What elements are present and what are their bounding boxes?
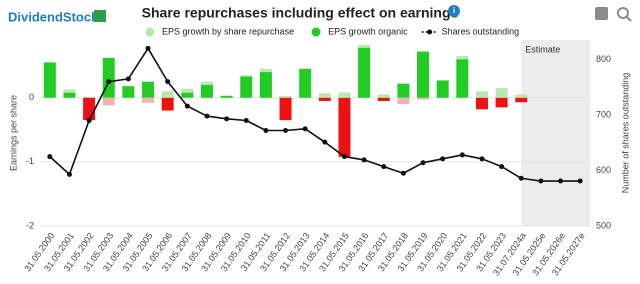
bar	[142, 97, 155, 103]
point	[459, 152, 465, 158]
point	[47, 154, 53, 160]
point	[302, 126, 308, 132]
point	[106, 79, 112, 85]
point	[558, 178, 564, 184]
y2-axis-title: Number of shares outstanding	[620, 73, 630, 194]
info-icon[interactable]	[448, 5, 460, 17]
bar	[515, 97, 528, 103]
bar	[122, 86, 135, 98]
bar	[338, 97, 351, 157]
bar	[43, 62, 56, 98]
bar	[495, 88, 508, 98]
bar	[417, 97, 430, 100]
logo-icon	[94, 10, 106, 22]
info-glyph: i	[453, 6, 455, 15]
point	[518, 175, 524, 181]
bar	[515, 94, 528, 98]
point	[420, 160, 426, 166]
bar	[456, 59, 469, 98]
y-tick-label: -1	[26, 156, 34, 166]
bar	[358, 47, 371, 98]
y2-tick-label: 500	[596, 220, 611, 230]
bar	[240, 75, 253, 77]
bar	[417, 51, 430, 98]
legend-label: EPS growth by share repurchase	[162, 26, 294, 36]
point	[499, 164, 505, 170]
bar	[102, 97, 115, 106]
y-axis-title: Earnings per share	[8, 95, 18, 171]
estimate-label: Estimate	[525, 44, 560, 54]
point	[538, 178, 544, 184]
save-icon[interactable]	[595, 7, 608, 20]
estimate-region	[521, 40, 590, 226]
bar	[200, 84, 213, 98]
y2-tick-label: 800	[596, 54, 611, 64]
y-tick-label: -2	[26, 220, 34, 230]
bar	[63, 89, 76, 93]
bar	[338, 92, 351, 98]
bar	[397, 97, 410, 105]
bar	[63, 92, 76, 98]
chart-title: Share repurchases including effect on ea…	[142, 5, 459, 21]
point	[224, 116, 230, 122]
point	[341, 154, 347, 160]
y-tick-label: 0	[29, 92, 34, 102]
zoom-handle	[626, 16, 632, 22]
bar	[200, 81, 213, 85]
point	[400, 170, 406, 176]
legend-label: EPS growth organic	[328, 26, 408, 36]
point	[243, 118, 249, 124]
bar	[220, 95, 233, 98]
point	[283, 128, 289, 134]
bar	[181, 88, 194, 93]
bar	[318, 93, 331, 98]
legend-marker	[427, 29, 433, 35]
bar	[358, 45, 371, 48]
bar	[259, 72, 272, 98]
bar	[181, 92, 194, 98]
bar	[240, 76, 253, 98]
y2-tick-label: 600	[596, 165, 611, 175]
zoom-icon[interactable]	[617, 7, 629, 19]
point	[184, 103, 190, 109]
bar	[102, 57, 115, 98]
bar	[299, 68, 312, 98]
bar	[279, 95, 292, 98]
bar	[436, 80, 449, 98]
bar	[377, 94, 390, 98]
point	[440, 156, 446, 162]
point	[86, 118, 92, 124]
bar	[397, 83, 410, 98]
point	[381, 164, 387, 170]
bar	[318, 97, 331, 101]
point	[577, 178, 583, 184]
legend-label: Shares outstanding	[442, 26, 520, 36]
y2-tick-label: 700	[596, 109, 611, 119]
bar	[142, 81, 155, 98]
bar	[495, 97, 508, 108]
bar	[83, 97, 96, 121]
point	[204, 113, 210, 119]
bar	[456, 56, 469, 60]
bar	[279, 97, 292, 121]
point	[66, 171, 72, 177]
bar	[259, 68, 272, 73]
bar	[161, 91, 174, 98]
point	[479, 156, 485, 162]
point	[263, 128, 269, 134]
point	[125, 76, 131, 82]
legend-marker	[145, 27, 155, 37]
point	[322, 139, 328, 145]
logo: DividendStocks	[8, 9, 106, 24]
bar	[161, 97, 174, 111]
bar	[475, 97, 488, 110]
point	[165, 79, 171, 85]
bar	[377, 97, 390, 101]
bar	[475, 91, 488, 98]
point	[145, 45, 151, 51]
legend-marker	[311, 27, 321, 37]
point	[361, 157, 367, 163]
line	[49, 47, 581, 182]
